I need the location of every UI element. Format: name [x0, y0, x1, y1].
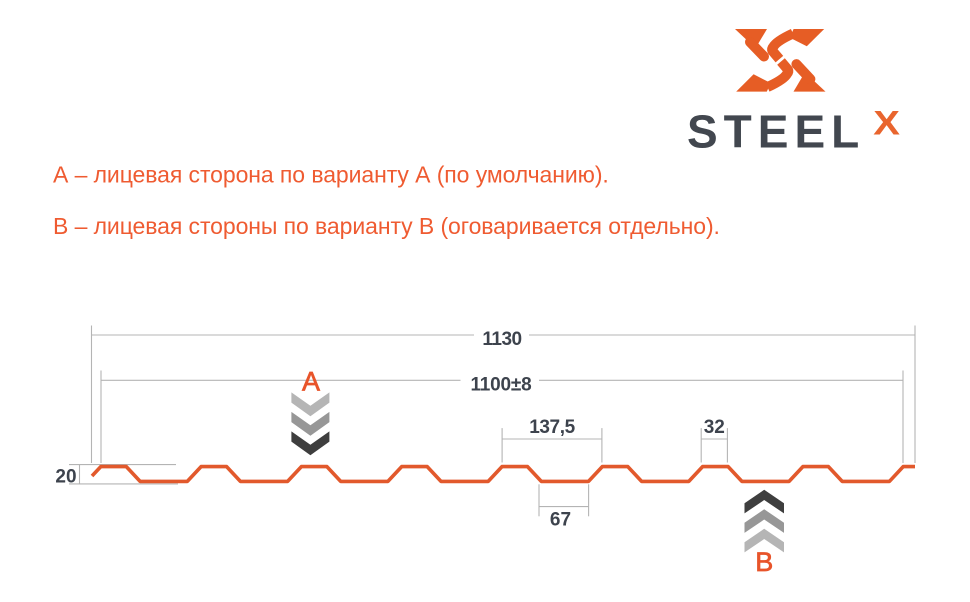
svg-text:X: X [873, 103, 900, 142]
svg-text:137,5: 137,5 [529, 417, 575, 438]
svg-text:1100±8: 1100±8 [470, 374, 531, 395]
svg-text:В – лицевая стороны по вариант: В – лицевая стороны по варианту В (огова… [53, 213, 720, 239]
svg-text:А – лицевая сторона по вариант: А – лицевая сторона по варианту А (по ум… [53, 162, 609, 188]
svg-text:А: А [302, 367, 320, 397]
svg-text:20: 20 [55, 467, 76, 488]
svg-text:67: 67 [550, 510, 571, 531]
svg-text:В: В [755, 547, 773, 577]
svg-text:32: 32 [704, 417, 725, 438]
svg-text:1130: 1130 [482, 329, 521, 350]
svg-text:STEEL: STEEL [687, 106, 865, 158]
